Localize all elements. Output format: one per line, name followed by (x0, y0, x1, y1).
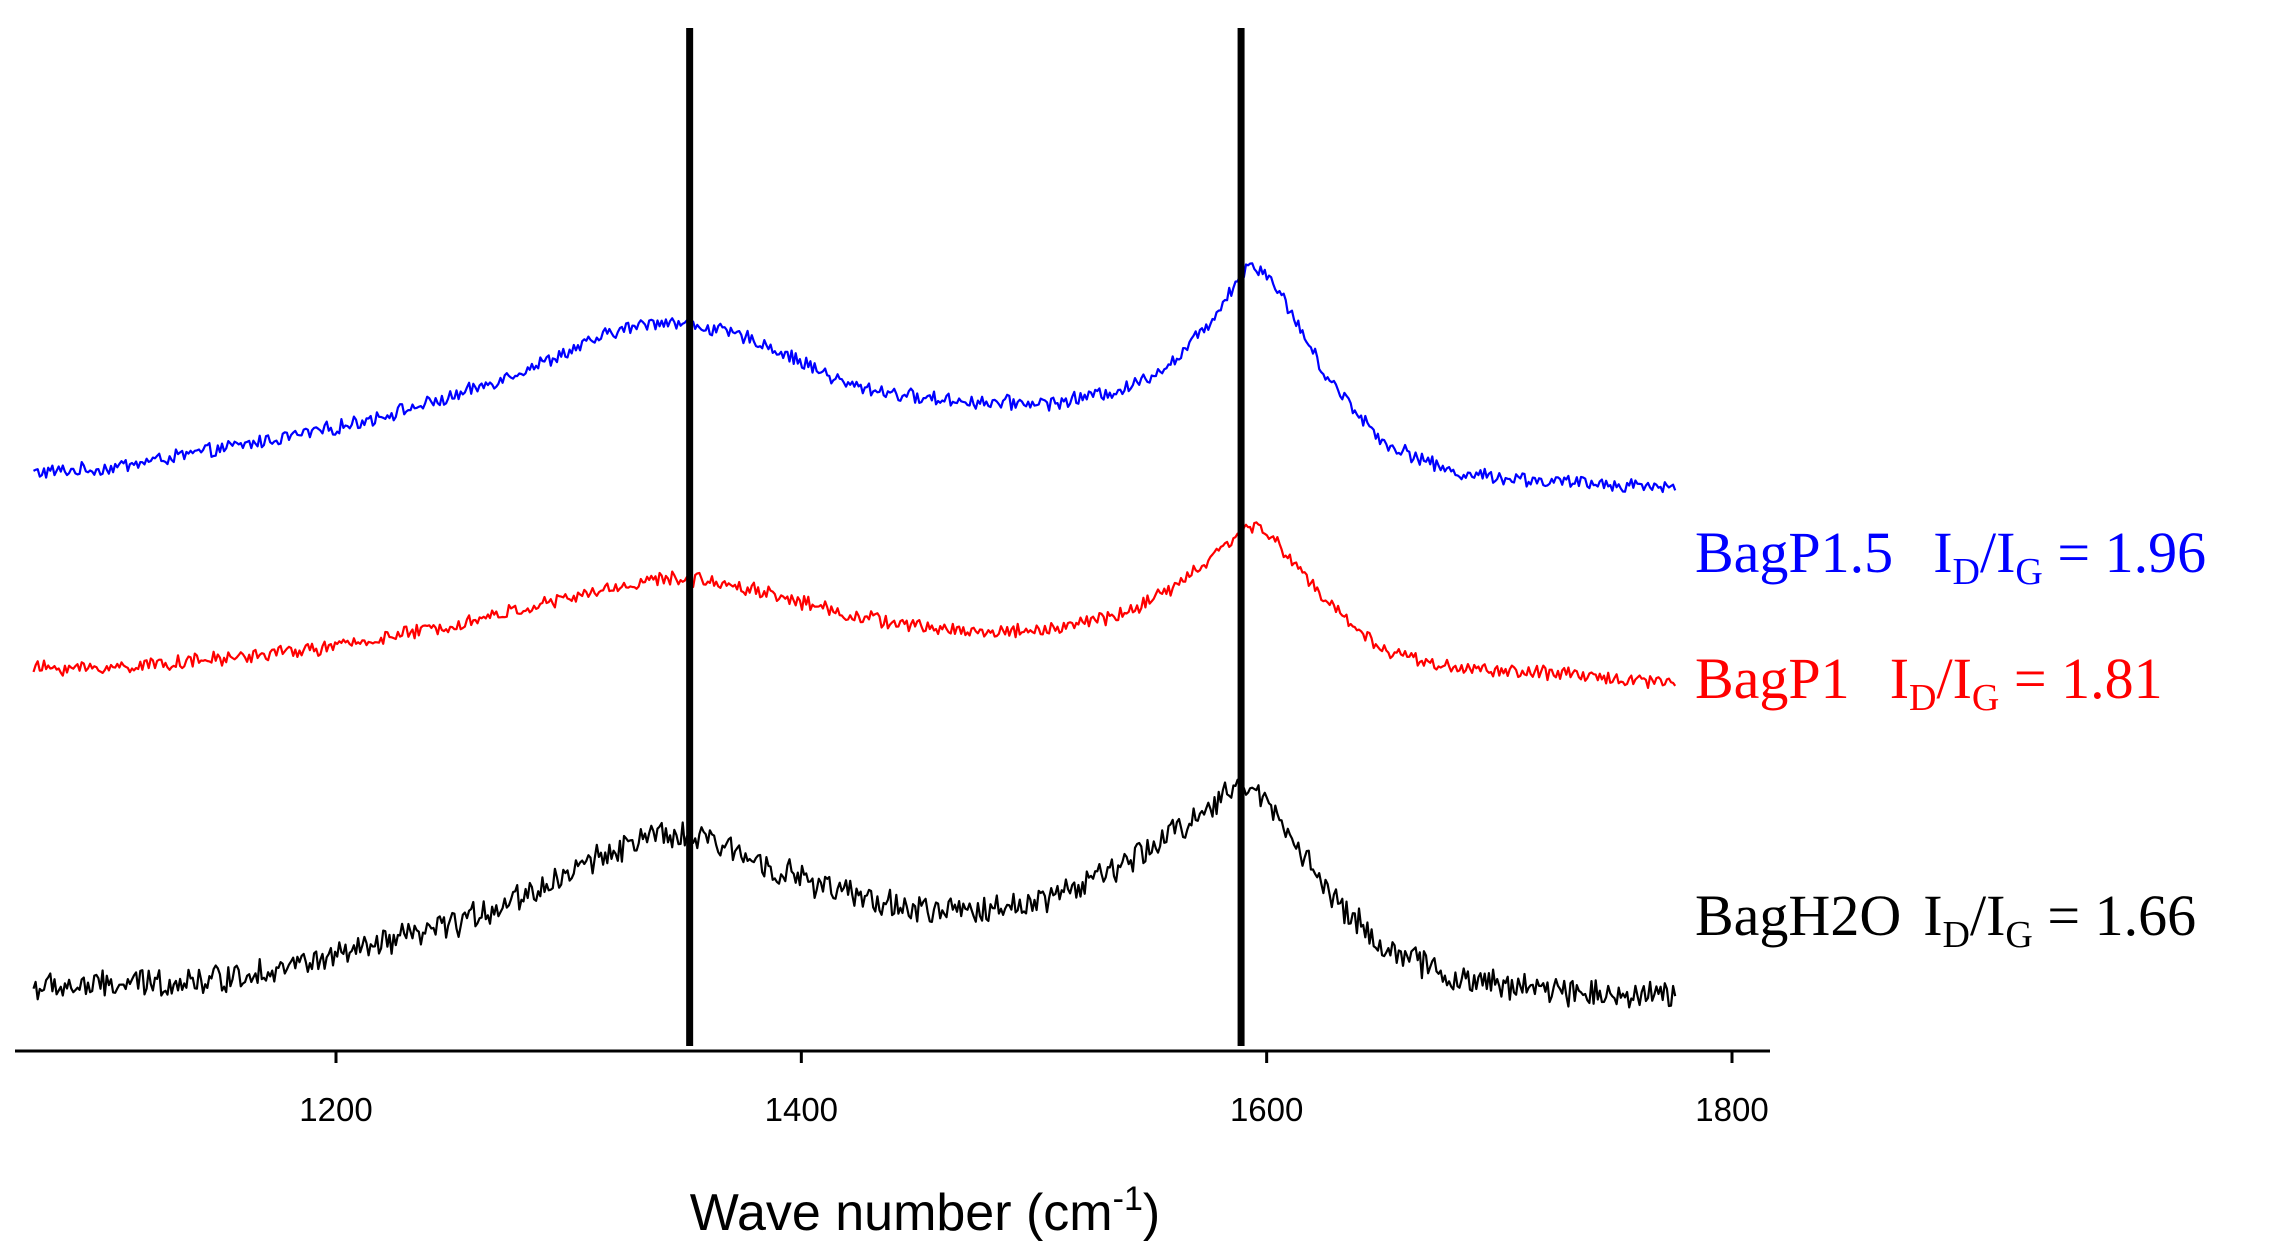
ratio-sub-d: D (1909, 677, 1936, 719)
series-line-bagp1 (34, 522, 1676, 688)
x-tick-label: 1400 (765, 1091, 838, 1128)
x-tick-label: 1600 (1230, 1091, 1303, 1128)
series-name: BagP1 (1695, 646, 1850, 711)
series-name: BagP1.5 (1695, 520, 1893, 585)
ratio-i: I (1933, 520, 1952, 585)
ratio-value: = 1.66 (2033, 883, 2196, 948)
x-tick-label: 1800 (1695, 1091, 1768, 1128)
x-axis-title-superscript: -1 (1113, 1180, 1143, 1218)
series-label-bagp1: BagP1 ID/IG = 1.81 (1695, 646, 2163, 719)
ratio-sub-g: G (2015, 551, 2042, 593)
x-axis-title-text: Wave number (cm (690, 1184, 1113, 1242)
series-label-bagh2o: BagH2O ID/IG = 1.66 (1695, 883, 2196, 956)
ratio-sub-g: G (2005, 914, 2032, 956)
ratio-value: = 1.81 (1999, 646, 2162, 711)
ratio-i: I (1923, 883, 1942, 948)
series-line-bagp1-5 (34, 263, 1676, 492)
series-layer (34, 263, 1676, 1007)
series-name: BagH2O (1695, 883, 1901, 948)
ratio-i: I (1890, 646, 1909, 711)
ratio-slash-i: /I (1936, 646, 1971, 711)
raman-spectra-chart: 1200 1400 1600 1800 Wave number (cm-1) BagP… (0, 0, 2295, 1259)
series-line-bagh2o (34, 780, 1676, 1008)
ratio-sub-d: D (1943, 914, 1970, 956)
ratio-sub-d: D (1953, 551, 1980, 593)
x-axis-title: Wave number (cm-1) (690, 1180, 1160, 1242)
x-tick-label: 1200 (299, 1091, 372, 1128)
ratio-value: = 1.96 (2043, 520, 2206, 585)
ratio-slash-i: /I (1980, 520, 2015, 585)
ratio-sub-g: G (1972, 677, 1999, 719)
ratio-slash-i: /I (1970, 883, 2005, 948)
reference-lines (690, 28, 1241, 1046)
series-label-bagp1-5: BagP1.5 ID/IG = 1.96 (1695, 520, 2206, 593)
x-axis: 1200 1400 1600 1800 (15, 1051, 1770, 1128)
x-axis-title-suffix: ) (1143, 1184, 1160, 1242)
